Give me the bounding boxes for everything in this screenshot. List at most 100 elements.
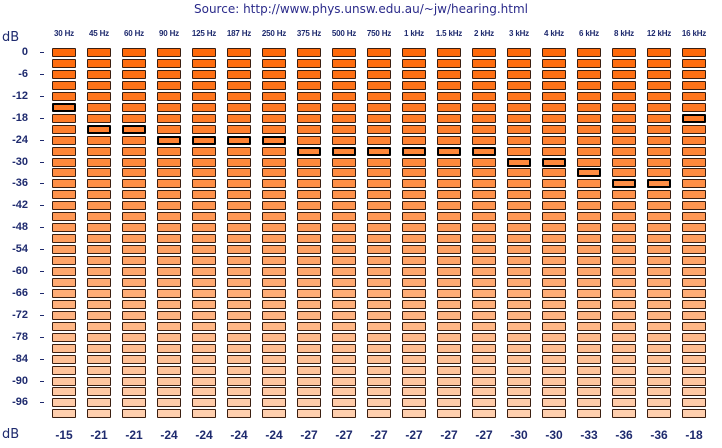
level-cell[interactable] [157, 311, 181, 320]
level-cell[interactable] [612, 355, 636, 364]
level-cell[interactable] [437, 355, 461, 364]
level-cell[interactable] [192, 355, 216, 364]
level-cell[interactable] [227, 256, 251, 265]
level-cell[interactable] [297, 300, 321, 309]
level-cell[interactable] [262, 81, 286, 90]
level-cell[interactable] [402, 344, 426, 353]
level-cell[interactable] [647, 190, 671, 199]
level-cell[interactable] [682, 59, 706, 68]
level-cell[interactable] [577, 377, 601, 386]
level-cell[interactable] [682, 366, 706, 375]
level-cell[interactable] [87, 92, 111, 101]
level-cell[interactable] [192, 245, 216, 254]
level-cell[interactable] [507, 322, 531, 331]
level-cell[interactable] [612, 212, 636, 221]
level-cell[interactable] [647, 256, 671, 265]
level-cell[interactable] [612, 201, 636, 210]
level-cell[interactable] [297, 114, 321, 123]
level-cell[interactable] [157, 409, 181, 418]
level-cell[interactable] [227, 398, 251, 407]
level-cell[interactable] [87, 355, 111, 364]
level-cell[interactable] [262, 212, 286, 221]
level-cell[interactable] [682, 125, 706, 134]
level-cell[interactable] [122, 223, 146, 232]
level-cell[interactable] [297, 245, 321, 254]
level-cell[interactable] [507, 256, 531, 265]
level-cell[interactable] [332, 48, 356, 57]
level-cell[interactable] [367, 267, 391, 276]
level-cell[interactable] [682, 92, 706, 101]
level-cell[interactable] [122, 147, 146, 156]
level-cell[interactable] [577, 125, 601, 134]
level-cell[interactable] [472, 366, 496, 375]
level-cell[interactable] [227, 212, 251, 221]
level-cell[interactable] [332, 81, 356, 90]
level-cell[interactable] [507, 387, 531, 396]
level-cell[interactable] [437, 387, 461, 396]
level-cell[interactable] [262, 70, 286, 79]
level-cell[interactable] [402, 267, 426, 276]
level-cell[interactable] [52, 212, 76, 221]
level-cell[interactable] [192, 81, 216, 90]
level-cell[interactable] [227, 387, 251, 396]
level-cell[interactable] [297, 179, 321, 188]
level-cell[interactable] [332, 234, 356, 243]
level-cell[interactable] [402, 125, 426, 134]
level-cell[interactable] [52, 179, 76, 188]
level-cell-selected[interactable] [612, 179, 636, 188]
level-cell[interactable] [332, 267, 356, 276]
level-cell[interactable] [122, 409, 146, 418]
level-cell[interactable] [367, 234, 391, 243]
level-cell[interactable] [122, 300, 146, 309]
level-cell[interactable] [297, 103, 321, 112]
level-cell[interactable] [402, 223, 426, 232]
level-cell[interactable] [87, 333, 111, 342]
level-cell[interactable] [87, 201, 111, 210]
level-cell[interactable] [192, 398, 216, 407]
level-cell[interactable] [262, 179, 286, 188]
level-cell[interactable] [227, 190, 251, 199]
level-cell[interactable] [612, 300, 636, 309]
level-cell[interactable] [367, 168, 391, 177]
level-cell[interactable] [647, 322, 671, 331]
level-cell[interactable] [507, 147, 531, 156]
level-cell[interactable] [52, 168, 76, 177]
level-cell-selected[interactable] [227, 136, 251, 145]
level-cell[interactable] [227, 333, 251, 342]
level-cell[interactable] [647, 92, 671, 101]
level-cell[interactable] [647, 223, 671, 232]
level-cell-selected[interactable] [577, 168, 601, 177]
level-cell[interactable] [647, 278, 671, 287]
level-cell[interactable] [437, 48, 461, 57]
level-cell[interactable] [227, 355, 251, 364]
level-cell[interactable] [577, 48, 601, 57]
level-cell[interactable] [87, 245, 111, 254]
level-cell[interactable] [577, 311, 601, 320]
level-cell[interactable] [437, 212, 461, 221]
level-cell[interactable] [647, 377, 671, 386]
level-cell[interactable] [542, 278, 566, 287]
level-cell[interactable] [262, 190, 286, 199]
level-cell[interactable] [157, 344, 181, 353]
level-cell[interactable] [332, 278, 356, 287]
level-cell[interactable] [87, 223, 111, 232]
level-cell[interactable] [87, 103, 111, 112]
level-cell[interactable] [472, 201, 496, 210]
level-cell[interactable] [542, 344, 566, 353]
level-cell[interactable] [332, 245, 356, 254]
level-cell[interactable] [577, 158, 601, 167]
level-cell[interactable] [122, 114, 146, 123]
level-cell[interactable] [87, 311, 111, 320]
level-cell[interactable] [227, 201, 251, 210]
level-cell[interactable] [682, 201, 706, 210]
level-cell[interactable] [227, 409, 251, 418]
level-cell[interactable] [52, 92, 76, 101]
level-cell[interactable] [367, 92, 391, 101]
level-cell[interactable] [192, 114, 216, 123]
level-cell[interactable] [507, 201, 531, 210]
level-cell[interactable] [402, 81, 426, 90]
level-cell[interactable] [122, 322, 146, 331]
level-cell[interactable] [542, 409, 566, 418]
level-cell[interactable] [227, 59, 251, 68]
level-cell-selected[interactable] [192, 136, 216, 145]
